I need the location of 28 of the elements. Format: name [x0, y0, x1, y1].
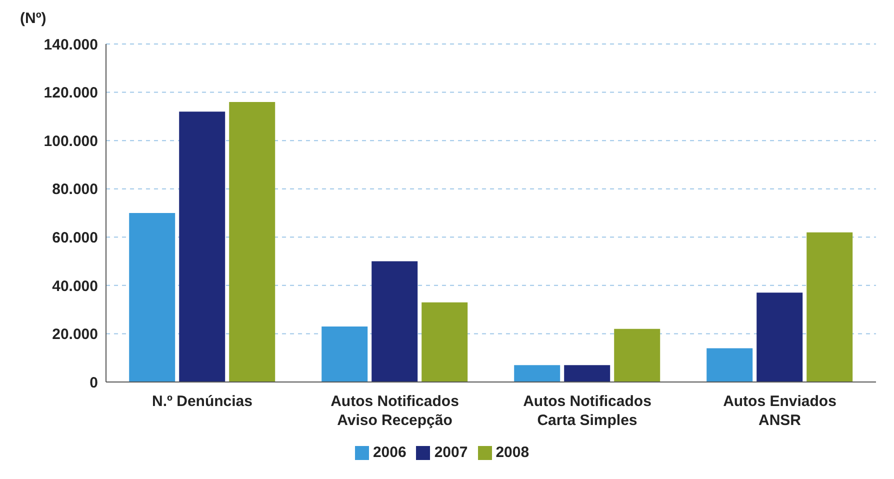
x-tick-label: Autos Enviados ANSR [723, 393, 836, 429]
bar [564, 365, 610, 382]
bar [372, 261, 418, 382]
y-tick-label: 80.000 [52, 181, 98, 198]
bar [229, 102, 276, 382]
bar [514, 365, 560, 382]
y-tick-label: 120.000 [44, 84, 98, 102]
y-axis-title: (Nº) [20, 10, 46, 27]
y-tick-label: 140.000 [44, 36, 98, 54]
y-tick-label: 60.000 [52, 229, 98, 246]
y-tick-label: 40.000 [52, 278, 98, 295]
x-tick-label: Autos Notificados Aviso Recepção [330, 393, 459, 429]
bar [806, 232, 853, 382]
x-tick-label: Autos Notificados Carta Simples [523, 393, 652, 429]
bar [179, 112, 226, 382]
x-tick-label: N.º Denúncias [152, 393, 253, 410]
legend-label: 2006 [372, 444, 406, 461]
bar [322, 326, 368, 382]
bar [706, 348, 753, 382]
bar [129, 213, 176, 382]
y-tick-label: 0 [90, 374, 98, 392]
y-tick-label: 20.000 [52, 326, 98, 344]
bar [756, 292, 803, 382]
bar [614, 328, 660, 382]
y-tick-label: 100.000 [44, 132, 98, 150]
bar [422, 302, 468, 382]
legend-label: 2007 [434, 444, 468, 461]
legend-label: 2008 [496, 444, 530, 461]
